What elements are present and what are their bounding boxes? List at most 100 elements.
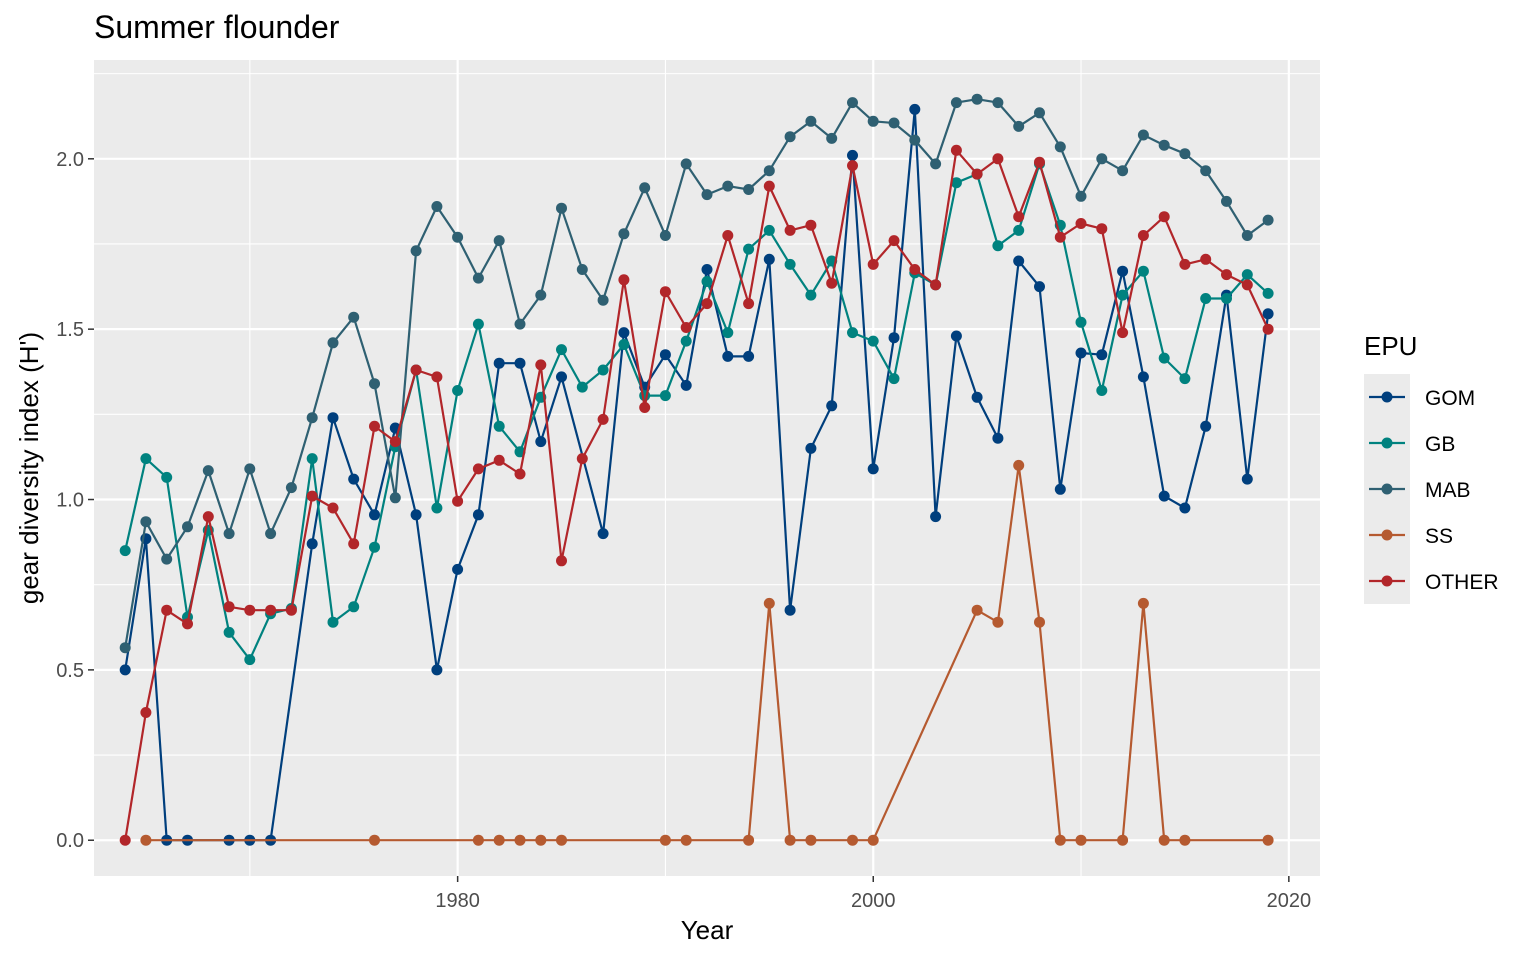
data-point-mab <box>701 189 713 201</box>
data-point-gom <box>1013 255 1025 267</box>
data-point-other <box>410 364 422 376</box>
data-point-other <box>119 834 131 846</box>
data-point-mab <box>722 180 734 192</box>
data-point-other <box>1221 269 1232 281</box>
x-axis-ticks: 1980 2000 2020 <box>435 876 1311 912</box>
data-point-gb <box>950 177 962 189</box>
data-point-gb <box>763 224 775 236</box>
data-point-other <box>1262 323 1274 335</box>
data-point-other <box>431 371 443 383</box>
data-point-mab <box>514 318 526 330</box>
data-point-ss <box>1137 597 1149 609</box>
data-point-ss <box>680 834 692 846</box>
data-point-mab <box>182 521 193 533</box>
data-point-gom <box>1117 265 1129 277</box>
series-mab <box>119 93 1274 654</box>
data-point-mab <box>452 231 464 243</box>
data-point-mab <box>930 158 942 170</box>
legend-key-gb: GB <box>1369 433 1455 456</box>
data-point-gom <box>514 357 526 369</box>
data-point-gb <box>722 327 734 339</box>
data-point-mab <box>119 642 131 654</box>
legend-key-mab: MAB <box>1369 479 1471 502</box>
data-point-ss <box>1179 834 1191 846</box>
data-point-mab <box>535 289 547 301</box>
data-point-gom <box>1034 281 1045 293</box>
data-point-other <box>1179 258 1191 270</box>
data-point-gb <box>1117 289 1129 301</box>
data-point-ss <box>493 834 505 846</box>
data-point-gom <box>805 442 817 454</box>
data-point-mab <box>847 97 858 109</box>
data-point-mab <box>659 230 671 241</box>
data-point-mab <box>743 184 755 195</box>
series-gom <box>119 103 1274 846</box>
data-point-other <box>826 277 838 289</box>
legend-key-point <box>1381 529 1393 541</box>
data-point-ss <box>1117 834 1129 846</box>
data-point-mab <box>971 93 983 105</box>
data-point-gb <box>327 616 339 628</box>
data-point-ss <box>514 834 526 846</box>
data-point-gom <box>119 664 131 676</box>
data-point-mab <box>1158 139 1170 151</box>
data-point-gb <box>784 258 796 270</box>
data-point-other <box>659 286 671 298</box>
data-point-mab <box>909 134 921 146</box>
data-point-gom <box>659 349 671 361</box>
data-point-gom <box>1262 308 1274 320</box>
data-point-gb <box>348 601 360 613</box>
legend-key-gom: GOM <box>1369 387 1475 410</box>
data-point-other <box>202 511 214 523</box>
x-axis-title: Year <box>681 915 734 945</box>
legend-label-gom: GOM <box>1425 387 1475 410</box>
data-point-ss <box>1262 834 1274 846</box>
data-point-other <box>1241 279 1253 291</box>
data-point-mab <box>1013 120 1025 132</box>
legend-key-ss: SS <box>1369 525 1453 548</box>
data-point-other <box>348 538 360 550</box>
data-point-gb <box>867 335 879 347</box>
data-point-ss <box>805 834 817 846</box>
data-point-other <box>535 359 547 371</box>
data-point-gb <box>1262 287 1274 299</box>
data-point-mab <box>556 202 567 214</box>
legend-key-other: OTHER <box>1369 571 1499 594</box>
data-point-gb <box>1179 373 1191 385</box>
data-point-gom <box>1200 420 1212 432</box>
data-point-other <box>597 413 609 425</box>
data-point-gom <box>1158 490 1170 502</box>
data-point-other <box>182 618 193 630</box>
data-point-gom <box>452 563 464 575</box>
data-point-other <box>1096 223 1108 235</box>
legend-key-point <box>1381 575 1393 587</box>
data-point-gb <box>597 364 609 376</box>
data-point-gom <box>306 538 318 550</box>
data-point-other <box>1158 211 1170 223</box>
data-point-other <box>306 490 318 502</box>
data-point-gom <box>535 436 547 448</box>
data-point-gb <box>576 381 588 393</box>
legend-key-point <box>1381 437 1393 449</box>
data-point-ss <box>1054 834 1066 846</box>
data-point-ss <box>1013 459 1025 471</box>
legend-title: EPU <box>1364 331 1417 361</box>
data-point-mab <box>285 482 297 494</box>
data-point-mab <box>493 235 505 247</box>
chart-title: Summer flounder <box>94 9 340 45</box>
data-point-mab <box>1241 230 1253 241</box>
series-line-gb <box>124 162 1269 661</box>
data-point-gom <box>348 473 360 485</box>
data-point-other <box>701 298 713 310</box>
data-point-other <box>888 235 900 247</box>
data-point-mab <box>784 131 796 143</box>
data-point-mab <box>1200 165 1212 177</box>
data-point-mab <box>1221 195 1232 207</box>
data-point-gb <box>992 240 1004 252</box>
data-point-other <box>514 468 526 480</box>
data-point-mab <box>369 378 380 390</box>
series-ss <box>140 459 1274 846</box>
data-point-mab <box>244 463 256 475</box>
data-point-other <box>930 279 942 291</box>
